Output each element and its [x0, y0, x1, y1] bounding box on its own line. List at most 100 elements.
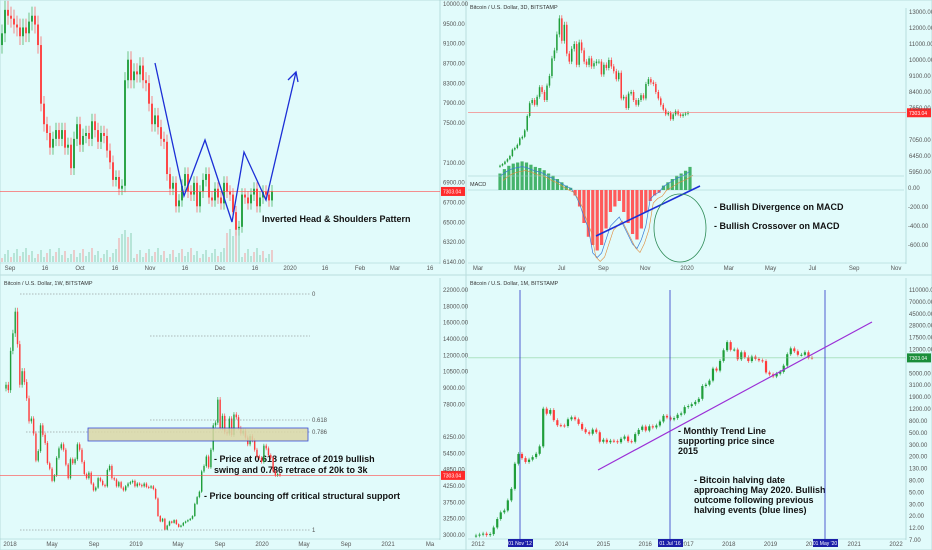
volume-bar [79, 253, 81, 262]
candle-body [106, 470, 109, 487]
y-tick-label: 22000.00 [443, 288, 469, 294]
volume-bar [199, 258, 201, 262]
x-tick-label: May [46, 542, 57, 548]
volume-bar [268, 254, 270, 262]
volume-bar [40, 250, 42, 262]
x-tick-label: 16 [427, 266, 434, 272]
volume-bar [193, 255, 195, 262]
inverse-head-shoulders-path [154, 62, 297, 223]
annotation-macd-divergence: - Bullish Divergence on MACD [714, 202, 844, 212]
candle-body [16, 311, 19, 345]
annotation-support: - Price bouncing off critical structural… [204, 491, 400, 501]
macd-histogram-bar [564, 185, 568, 190]
candle-body [81, 449, 83, 462]
candle-body [220, 197, 222, 204]
x-tick-label: Mar [473, 266, 483, 272]
y-tick-label: 12000.00 [909, 348, 932, 354]
candle-body [563, 24, 566, 41]
candle-body [635, 100, 637, 105]
candle-body [143, 483, 145, 487]
candle-body [97, 478, 99, 488]
x-tick-label: 2014 [555, 542, 569, 548]
candle-body [108, 465, 111, 471]
candle-body [499, 165, 501, 167]
candle-body [69, 459, 72, 479]
candle-body [43, 103, 45, 125]
y-tick-label: 12000.00 [909, 26, 932, 32]
candle-body [150, 486, 152, 488]
y-tick-label: 18000.00 [443, 304, 469, 310]
candle-body [21, 371, 23, 385]
candle-body [163, 138, 165, 142]
candle-body [131, 480, 134, 483]
y-tick-label: 800.00 [909, 419, 928, 425]
halving-date-tag [813, 539, 838, 547]
candle-body [16, 24, 18, 28]
candle-body [28, 21, 30, 34]
candle-body [207, 456, 210, 468]
y-tick-label: 7650.00 [909, 106, 931, 112]
candle-body [160, 127, 162, 139]
volume-bar [151, 256, 153, 262]
volume-bar [226, 233, 228, 262]
x-tick-label: Feb [355, 266, 366, 272]
candle-body [265, 191, 267, 195]
macd-histogram-bar [630, 190, 635, 234]
candle-body [73, 138, 75, 169]
y-tick-label: 3250.00 [443, 517, 465, 523]
macd-label: MACD [470, 182, 486, 188]
candle-body [711, 368, 715, 381]
current-price-tag [441, 470, 465, 480]
candle-body [166, 525, 168, 530]
candle-body [187, 174, 189, 192]
candle-body [679, 114, 682, 116]
candle-body [718, 360, 722, 371]
candle-body [237, 417, 240, 429]
candle-body [5, 384, 7, 389]
candle-body [76, 124, 78, 139]
candle-body [42, 425, 44, 435]
candle-body [51, 468, 53, 481]
candle-body [4, 9, 6, 34]
macd-histogram-bar [622, 190, 626, 212]
y-tick-label: 5950.00 [909, 170, 931, 176]
candle-body [196, 182, 198, 207]
macd-signal-line [502, 170, 694, 262]
volume-bar [250, 256, 252, 262]
candle-body [253, 440, 256, 450]
candle-body [632, 92, 635, 100]
macd-histogram-bar [547, 173, 551, 190]
candle-body [655, 425, 658, 428]
candle-body [585, 61, 588, 65]
x-tick-label: Oct [75, 266, 85, 272]
volume-bar [73, 250, 75, 262]
candle-body [19, 344, 21, 385]
candle-body [271, 191, 273, 201]
macd-histogram-bar [555, 179, 560, 190]
y-tick-label: 5000.00 [909, 371, 931, 377]
y-tick-label: 6450.00 [909, 154, 931, 160]
y-tick-label: 1900.00 [909, 395, 931, 401]
candle-body [130, 59, 132, 81]
macd-histogram-bar [666, 182, 670, 190]
macd-histogram-bar [569, 187, 573, 190]
volume-bar [259, 255, 261, 262]
candle-body [109, 150, 111, 163]
volume-bar [37, 254, 39, 262]
y-tick-label: 9500.00 [443, 22, 465, 28]
macd-histogram-bar [657, 190, 661, 193]
candle-body [274, 471, 277, 476]
x-tick-label: Sep [849, 266, 860, 272]
candle-body [127, 59, 129, 81]
x-tick-label: 16 [42, 266, 49, 272]
volume-bar [19, 256, 21, 262]
candle-body [177, 524, 180, 527]
candle-body [259, 197, 261, 207]
candle-body [230, 418, 233, 435]
candle-body [223, 182, 225, 204]
candle-body [660, 98, 662, 105]
candle-body [680, 413, 683, 415]
candle-body [729, 342, 732, 350]
y-tick-label: 3750.00 [443, 500, 465, 506]
candle-body [499, 512, 502, 520]
